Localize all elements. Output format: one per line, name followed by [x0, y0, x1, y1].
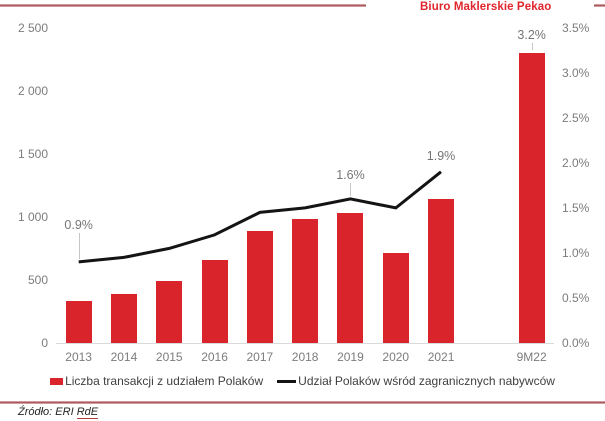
- left-axis-tick: 1 000: [17, 209, 48, 224]
- bar-2016: [201, 259, 228, 343]
- header-rule-left: [0, 4, 366, 7]
- bar-2020: [382, 252, 409, 343]
- bar-2014: [110, 294, 137, 343]
- right-axis-tick: 1.5%: [562, 200, 590, 215]
- right-axis-tick: 3.0%: [562, 65, 590, 80]
- right-axis-tick: 3.5%: [562, 20, 590, 35]
- line-legend-label: Udział Polaków wśród zagranicznych nabyw…: [298, 374, 555, 388]
- bar-legend-label: Liczba transakcji z udziałem Polaków: [65, 374, 264, 388]
- x-tick-label: 2017: [246, 350, 274, 364]
- bar-legend-swatch: [50, 377, 64, 385]
- right-axis-tick: 2.0%: [562, 155, 590, 170]
- bar-2015: [156, 281, 183, 343]
- annotation-label: 1.9%: [426, 148, 456, 163]
- annotation-leader: [531, 42, 533, 50]
- x-tick-label: 2015: [155, 350, 183, 364]
- header-rule-right: [594, 4, 605, 7]
- x-tick-label: 9M22: [516, 350, 547, 364]
- x-tick-label: 2020: [382, 350, 410, 364]
- x-tick-label: 2019: [337, 350, 364, 364]
- x-axis-baseline: [56, 343, 555, 344]
- annotation-leader: [350, 182, 352, 196]
- annotation-label: 1.6%: [336, 167, 365, 182]
- source-link[interactable]: RdE: [76, 406, 99, 419]
- annotation-label: 0.9%: [64, 217, 93, 232]
- bar-2018: [292, 219, 319, 343]
- source-prefix: Źródło: ERI: [18, 406, 77, 418]
- bar-2021: [428, 199, 455, 343]
- right-axis-tick: 0.0%: [562, 336, 590, 350]
- x-tick-label: 2013: [65, 350, 92, 364]
- bar-2013: [65, 301, 92, 343]
- left-axis-tick: 2 000: [17, 83, 48, 98]
- x-tick-label: 2016: [201, 350, 228, 364]
- right-axis-tick: 1.0%: [562, 245, 590, 260]
- brand-name: Biuro Maklerskie Pekao: [420, 1, 552, 13]
- bar-9M22: [518, 52, 545, 343]
- left-axis-tick: 0: [41, 336, 48, 350]
- left-axis-tick: 500: [27, 272, 48, 287]
- left-axis-tick: 1 500: [17, 146, 48, 161]
- bar-2019: [337, 213, 364, 343]
- x-tick-label: 2018: [291, 350, 319, 364]
- left-axis-tick: 2 500: [17, 20, 48, 35]
- annotation-leader: [78, 232, 80, 259]
- right-axis-tick: 2.5%: [562, 110, 590, 125]
- legend: Liczba transakcji z udziałem Polaków Udz…: [0, 374, 605, 388]
- right-axis-tick: 0.5%: [562, 290, 590, 305]
- line-legend-swatch: [277, 379, 297, 383]
- annotation-label: 3.2%: [517, 27, 546, 42]
- x-tick-label: 2014: [110, 350, 138, 364]
- footer-rule: [0, 401, 605, 404]
- source-note: Źródło: ERI RdE: [18, 406, 99, 419]
- bar-2017: [246, 230, 273, 343]
- x-tick-label: 2021: [427, 350, 455, 364]
